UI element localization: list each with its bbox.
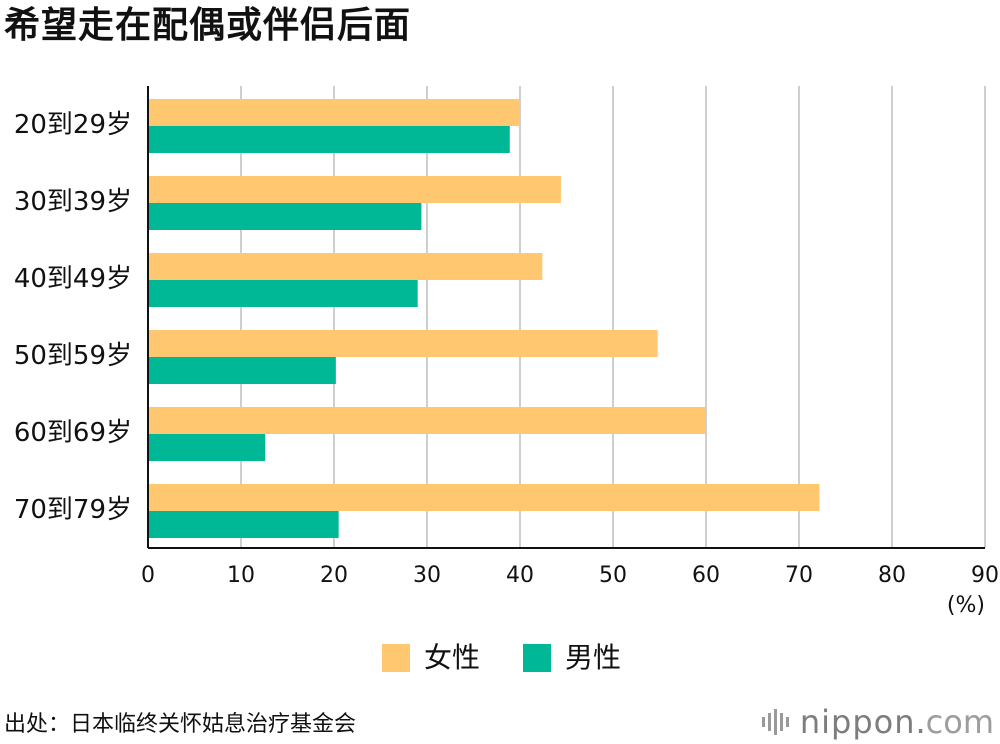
category-label: 30到39岁 (14, 187, 132, 217)
sound-wave-icon (761, 709, 792, 735)
x-tick-label: 20 (320, 563, 348, 588)
x-tick-label: 60 (692, 563, 720, 588)
bar-male (148, 357, 336, 384)
bar-female (148, 176, 561, 203)
legend-swatch-male (523, 644, 551, 672)
legend-item-male: 男性 (523, 636, 621, 680)
legend-item-female: 女性 (382, 636, 480, 680)
bar-female (148, 407, 706, 434)
x-tick-label: 80 (878, 563, 906, 588)
bar-female (148, 99, 520, 126)
x-tick-label: 50 (599, 563, 627, 588)
x-tick-label: 0 (141, 563, 155, 588)
legend-label-male: 男性 (565, 641, 622, 674)
bar-chart: 20到29岁 30到39岁 40到49岁 50到59岁 60到69岁 70到79岁 0 10 2… (14, 86, 999, 618)
brand-tld: com (925, 703, 994, 741)
bar-male (148, 434, 266, 461)
bar-female (148, 330, 658, 357)
bar-male (148, 126, 510, 153)
x-axis-unit: (%) (947, 593, 985, 618)
category-label: 70到79岁 (14, 495, 132, 525)
bar-male (148, 280, 418, 307)
brand-dot: . (915, 703, 926, 741)
x-tick-label: 30 (413, 563, 441, 588)
brand-name: nippon (799, 703, 916, 741)
bar-male (148, 511, 339, 538)
x-tick-label: 70 (785, 563, 813, 588)
legend-swatch-female (382, 644, 410, 672)
category-label: 50到59岁 (14, 341, 132, 371)
category-label: 40到49岁 (14, 264, 132, 294)
legend-label-female: 女性 (424, 641, 481, 674)
x-tick-label: 40 (506, 563, 534, 588)
source-note: 出处：日本临终关怀姑息治疗基金会 (4, 712, 357, 737)
bar-female (148, 484, 820, 511)
category-label: 60到69岁 (14, 418, 132, 448)
bar-female (148, 253, 543, 280)
x-tick-label: 90 (971, 563, 999, 588)
category-label: 20到29岁 (14, 110, 132, 140)
bar-male (148, 203, 422, 230)
chart-title: 希望走在配偶或伴侣后面 (4, 5, 412, 46)
legend: 女性 男性 (0, 636, 1000, 680)
x-tick-label: 10 (227, 563, 255, 588)
nippon-logo: nippon. com (761, 700, 994, 744)
